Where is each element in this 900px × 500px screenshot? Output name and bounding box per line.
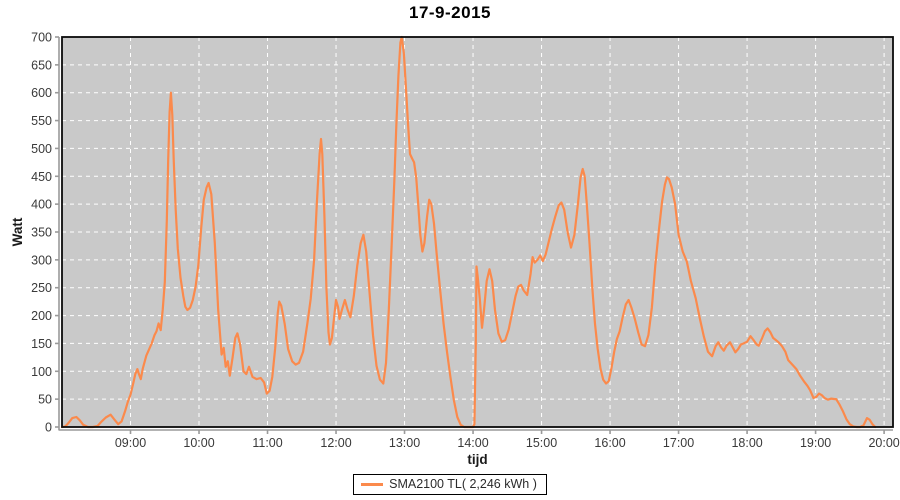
legend-line-swatch [361, 482, 384, 486]
series-line [60, 35, 877, 429]
y-tick-label: 400 [31, 198, 52, 212]
y-tick-label: 0 [45, 421, 52, 435]
y-tick-label: 550 [31, 114, 52, 128]
x-tick-label: 20:00 [868, 436, 899, 450]
x-tick-label: 09:00 [115, 436, 146, 450]
x-tick-label: 17:00 [663, 436, 694, 450]
y-tick-label: 50 [38, 393, 52, 407]
y-tick-label: 700 [31, 31, 52, 45]
chart-title: 17-9-2015 [408, 3, 491, 22]
y-tick-label: 500 [31, 142, 52, 156]
y-tick-label: 200 [31, 309, 52, 323]
y-tick-label: 450 [31, 170, 52, 184]
x-tick-label: 15:00 [526, 436, 557, 450]
x-tick-label: 18:00 [731, 436, 762, 450]
gridlines [62, 36, 893, 427]
y-tick-label: 150 [31, 337, 52, 351]
y-axis-title: Watt [10, 217, 25, 246]
legend-label: SMA2100 TL( 2,246 kWh ) [389, 477, 537, 491]
legend-box: SMA2100 TL( 2,246 kWh ) [353, 474, 547, 495]
x-tick-label: 10:00 [183, 436, 214, 450]
tick-labels: 09:00 10:00 11:00 12:00 13:00 14:00 15:00 16:00… [31, 31, 900, 451]
y-tick-label: 300 [31, 253, 52, 267]
x-tick-label: 19:00 [800, 436, 831, 450]
y-tick-label: 650 [31, 58, 52, 72]
x-tick-label: 16:00 [594, 436, 625, 450]
y-tick-label: 600 [31, 86, 52, 100]
x-tick-label: 12:00 [320, 436, 351, 450]
x-tick-label: 11:00 [252, 436, 282, 450]
y-tick-label: 250 [31, 281, 52, 295]
legend: SMA2100 TL( 2,246 kWh ) [0, 474, 900, 495]
x-tick-label: 13:00 [389, 436, 420, 450]
x-tick-label: 14:00 [457, 436, 488, 450]
y-tick-label: 350 [31, 226, 52, 240]
axes [55, 36, 893, 434]
y-tick-label: 100 [31, 365, 52, 379]
x-axis-title: tijd [467, 452, 487, 467]
plot-border [61, 36, 894, 428]
